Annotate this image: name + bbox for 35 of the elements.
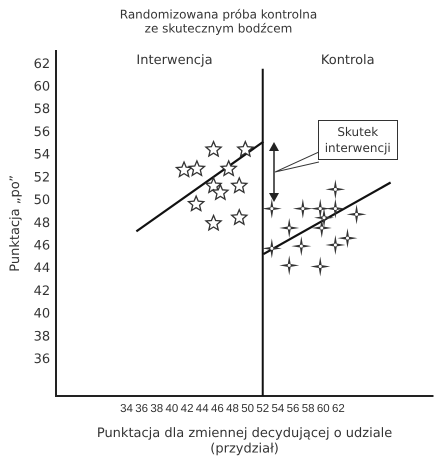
x-tick-label: 56 bbox=[286, 403, 300, 416]
y-tick-label: 46 bbox=[34, 238, 50, 254]
x-tick-label: 34 bbox=[120, 403, 134, 416]
y-tick-label: 48 bbox=[34, 216, 50, 231]
y-tick-label: 54 bbox=[34, 148, 50, 163]
x-tick-label: 46 bbox=[210, 403, 224, 416]
y-tick-label: 58 bbox=[34, 102, 50, 118]
y-tick-label: 62 bbox=[34, 56, 50, 72]
chart-title: Randomizowana próba kontrolna ze skutecznym bodźcem bbox=[120, 7, 318, 36]
x-tick-label: 36 bbox=[135, 403, 148, 416]
y-tick-label: 52 bbox=[34, 170, 50, 186]
annotation: Interwencja bbox=[136, 52, 213, 68]
y-axis-title: Punktacja „po” bbox=[8, 175, 24, 272]
x-tick-label: 54 bbox=[271, 403, 285, 416]
x-tick-label: 38 bbox=[150, 403, 164, 416]
x-tick-label: 40 bbox=[166, 403, 178, 416]
y-tick-label: 42 bbox=[34, 284, 50, 299]
y-tick-label: 60 bbox=[34, 80, 50, 95]
annotation: Kontrola bbox=[320, 52, 375, 68]
x-tick-label: 52 bbox=[256, 403, 270, 416]
x-tick-label: 42 bbox=[180, 403, 194, 416]
x-tick-label: 50 bbox=[241, 403, 254, 416]
x-axis-title: Punktacja dla zmiennej decydującej o udziale (przydział) bbox=[96, 426, 392, 457]
annotation: Skutek interwencji bbox=[318, 120, 398, 160]
y-tick-label: 38 bbox=[34, 329, 50, 344]
y-tick-label: 56 bbox=[34, 124, 50, 140]
y-tick-label: 36 bbox=[34, 352, 50, 368]
y-tick-label: 40 bbox=[34, 306, 50, 322]
x-tick-label: 48 bbox=[226, 403, 239, 416]
y-tick-label: 44 bbox=[34, 261, 50, 276]
x-tick-label: 60 bbox=[316, 403, 330, 416]
x-tick-label: 58 bbox=[302, 403, 315, 416]
x-tick-label: 44 bbox=[196, 403, 210, 416]
x-tick-label: 62 bbox=[332, 403, 345, 416]
y-tick-label: 50 bbox=[34, 193, 50, 208]
